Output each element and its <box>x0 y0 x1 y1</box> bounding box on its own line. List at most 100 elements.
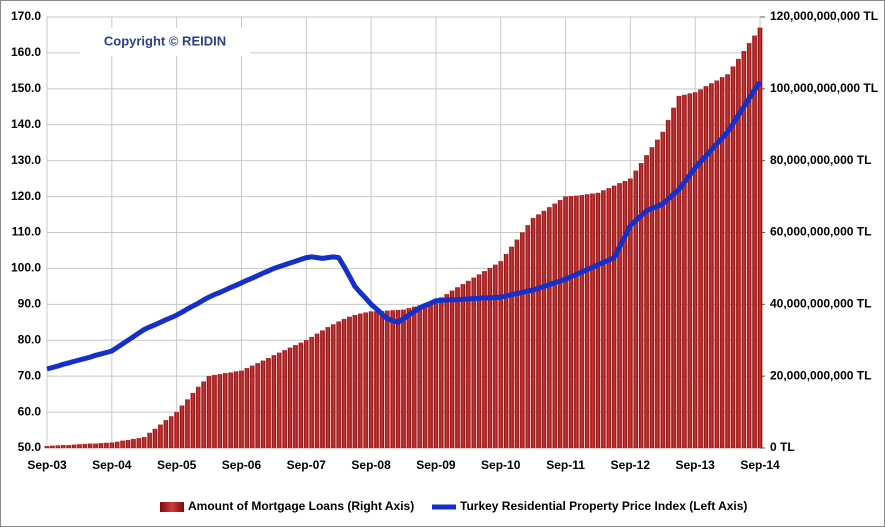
x-tick-label: Sep-13 <box>676 458 716 472</box>
bar <box>401 309 406 449</box>
bar <box>217 374 223 449</box>
bar <box>131 438 136 449</box>
bar <box>244 368 250 449</box>
bar <box>136 438 142 449</box>
bar <box>330 324 336 449</box>
y-tick-label: 50.0 <box>18 440 42 454</box>
bar <box>736 58 741 449</box>
bar <box>287 347 293 449</box>
bar <box>98 443 104 449</box>
x-tick-label: Sep-09 <box>416 458 456 472</box>
bar <box>757 27 763 449</box>
bar <box>336 321 341 449</box>
y2-tick-label: 120,000,000,000 TL <box>770 9 878 23</box>
bar <box>384 310 390 449</box>
bar <box>201 381 206 449</box>
bar <box>87 443 93 449</box>
bar <box>525 225 531 449</box>
bar <box>66 444 71 449</box>
annotation-box <box>80 28 250 56</box>
bar <box>557 200 563 449</box>
bar <box>174 411 179 449</box>
x-tick-label: Sep-08 <box>351 458 391 472</box>
bar <box>692 92 698 449</box>
bar <box>390 310 396 449</box>
bar <box>563 196 568 449</box>
bar <box>158 424 163 449</box>
bar <box>212 374 217 449</box>
bar <box>520 232 525 449</box>
bar <box>266 358 271 449</box>
bar <box>703 86 709 449</box>
bar <box>714 80 720 449</box>
bar <box>50 445 55 449</box>
bar <box>60 444 66 449</box>
x-tick-label: Sep-04 <box>92 458 132 472</box>
bar <box>109 442 115 449</box>
y2-tick-label: 60,000,000,000 TL <box>770 225 871 239</box>
bar <box>93 443 98 449</box>
bar <box>665 119 671 449</box>
bar <box>574 195 579 449</box>
bar <box>584 194 590 449</box>
x-tick-label: Sep-06 <box>222 458 262 472</box>
bar <box>282 350 287 449</box>
y-tick-label: 100.0 <box>11 261 41 275</box>
bar <box>487 267 493 449</box>
bar <box>195 386 201 449</box>
bar <box>676 95 682 449</box>
bar <box>449 290 455 449</box>
bar <box>660 131 666 449</box>
bar <box>460 284 466 449</box>
bar <box>249 365 255 449</box>
y-tick-label: 90.0 <box>18 297 42 311</box>
bar <box>347 316 352 449</box>
bar <box>687 93 693 449</box>
bar <box>374 311 379 449</box>
y-tick-label: 160.0 <box>11 45 41 59</box>
bar <box>438 297 444 449</box>
bar <box>493 264 498 449</box>
bar <box>476 274 482 449</box>
bar <box>466 280 471 449</box>
y2-tick-label: 40,000,000,000 TL <box>770 297 871 311</box>
bar <box>363 312 368 449</box>
bar <box>730 66 736 449</box>
bar <box>746 43 752 449</box>
bar <box>271 355 277 449</box>
bar <box>552 203 558 449</box>
y-tick-label: 170.0 <box>11 9 41 23</box>
bar <box>379 311 385 449</box>
bar <box>77 444 82 449</box>
bar <box>320 330 325 449</box>
bar <box>260 360 266 449</box>
bar <box>147 432 152 449</box>
bar <box>104 442 109 449</box>
bar <box>309 336 314 449</box>
bar <box>298 342 304 449</box>
x-tick-label: Sep-10 <box>481 458 521 472</box>
bar <box>341 318 347 449</box>
bar <box>617 183 622 449</box>
y-tick-label: 140.0 <box>11 117 41 131</box>
bar <box>638 163 644 449</box>
y2-tick-label: 20,000,000,000 TL <box>770 368 871 382</box>
bar <box>233 371 239 449</box>
x-tick-label: Sep-12 <box>611 458 651 472</box>
bar <box>411 306 417 449</box>
bar <box>541 210 547 449</box>
bar <box>709 83 714 449</box>
bar <box>655 139 660 449</box>
bar <box>120 440 125 449</box>
bar <box>206 376 212 449</box>
bar <box>579 194 585 449</box>
legend-label: Turkey Residential Property Price Index … <box>460 499 747 513</box>
bar <box>185 399 190 449</box>
bar <box>168 416 174 449</box>
bar <box>228 372 233 449</box>
bar <box>55 445 61 449</box>
bar <box>114 441 120 449</box>
bar <box>444 294 450 449</box>
bar <box>568 196 574 449</box>
bar <box>482 271 487 449</box>
